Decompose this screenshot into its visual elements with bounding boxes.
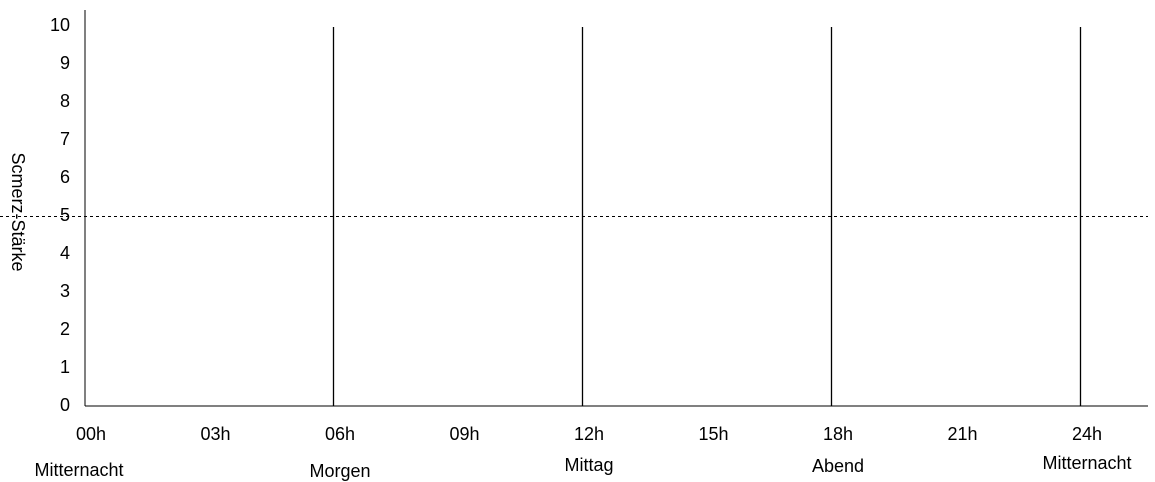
y-tick-label: 1: [60, 357, 70, 377]
time-of-day-labels: Mitternacht Morgen Mittag Abend Mitternacht: [34, 453, 1131, 481]
y-tick-label: 6: [60, 167, 70, 187]
x-tick-label: 06h: [325, 424, 355, 444]
y-tick-label: 10: [50, 15, 70, 35]
time-of-day-label: Morgen: [309, 461, 370, 481]
x-tick-label: 18h: [823, 424, 853, 444]
x-tick-label: 12h: [574, 424, 604, 444]
time-of-day-label: Mitternacht: [1042, 453, 1131, 473]
y-tick-label: 3: [60, 281, 70, 301]
y-tick-label: 8: [60, 91, 70, 111]
x-tick-labels: 00h 03h 06h 09h 12h 15h 18h 21h 24h: [76, 424, 1102, 444]
y-tick-label: 9: [60, 53, 70, 73]
x-tick-label: 03h: [200, 424, 230, 444]
x-tick-label: 09h: [449, 424, 479, 444]
x-tick-label: 24h: [1072, 424, 1102, 444]
time-of-day-label: Mitternacht: [34, 460, 123, 480]
x-tick-label: 00h: [76, 424, 106, 444]
y-tick-label: 7: [60, 129, 70, 149]
y-tick-label: 5: [60, 205, 70, 225]
x-tick-label: 21h: [947, 424, 977, 444]
y-tick-label: 0: [60, 395, 70, 415]
axes: [84, 10, 1148, 407]
y-tick-label: 4: [60, 243, 70, 263]
y-tick-labels: 0 1 2 3 4 5 6 7 8 9 10: [50, 15, 70, 415]
x-tick-label: 15h: [698, 424, 728, 444]
time-of-day-label: Mittag: [564, 455, 613, 475]
y-axis-label: Scmerz-Stärke: [8, 152, 28, 271]
y-tick-label: 2: [60, 319, 70, 339]
time-of-day-label: Abend: [812, 456, 864, 476]
